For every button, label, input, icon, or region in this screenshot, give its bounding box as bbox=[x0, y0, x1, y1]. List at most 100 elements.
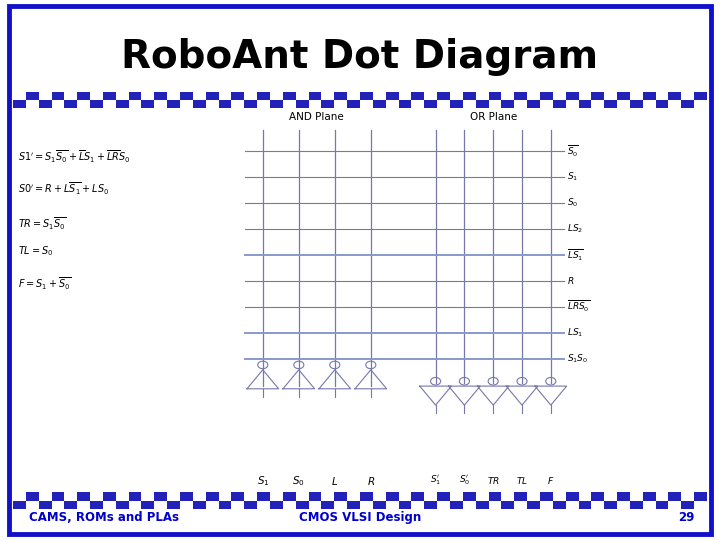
Bar bbox=[604, 501, 617, 509]
Bar bbox=[154, 492, 167, 501]
Bar bbox=[540, 501, 553, 509]
Bar bbox=[167, 92, 180, 100]
Bar bbox=[450, 501, 463, 509]
Bar bbox=[167, 501, 180, 509]
Bar bbox=[424, 92, 437, 100]
Bar bbox=[424, 492, 437, 501]
Bar bbox=[424, 100, 437, 108]
Bar bbox=[142, 501, 154, 509]
Bar bbox=[540, 100, 553, 108]
Text: CAMS, ROMs and PLAs: CAMS, ROMs and PLAs bbox=[29, 511, 179, 524]
Bar bbox=[231, 492, 244, 501]
Bar bbox=[424, 501, 437, 509]
Bar bbox=[681, 492, 694, 501]
Bar bbox=[129, 100, 142, 108]
Text: $\overline{LRS_0}$: $\overline{LRS_0}$ bbox=[567, 299, 590, 314]
Bar bbox=[219, 492, 231, 501]
Text: $R$: $R$ bbox=[567, 275, 574, 286]
Bar bbox=[630, 92, 643, 100]
Bar bbox=[39, 100, 52, 108]
Text: $TL = S_0$: $TL = S_0$ bbox=[18, 244, 53, 258]
Bar bbox=[668, 100, 681, 108]
Bar bbox=[296, 92, 309, 100]
Text: RoboAnt Dot Diagram: RoboAnt Dot Diagram bbox=[122, 38, 598, 76]
Bar bbox=[26, 501, 39, 509]
Text: $R$: $R$ bbox=[366, 475, 375, 487]
Bar bbox=[604, 492, 617, 501]
Bar bbox=[180, 501, 193, 509]
Bar bbox=[129, 501, 142, 509]
Bar bbox=[347, 92, 360, 100]
Bar bbox=[411, 492, 424, 501]
Text: $S_1'$: $S_1'$ bbox=[430, 474, 441, 488]
Bar bbox=[489, 501, 501, 509]
Bar bbox=[231, 100, 244, 108]
Bar bbox=[193, 92, 206, 100]
Text: $TR$: $TR$ bbox=[487, 475, 500, 486]
Bar bbox=[386, 492, 399, 501]
Bar bbox=[578, 492, 591, 501]
Bar bbox=[476, 100, 489, 108]
Bar bbox=[167, 492, 180, 501]
Bar bbox=[514, 492, 527, 501]
Bar bbox=[283, 492, 296, 501]
Bar bbox=[26, 92, 39, 100]
Bar bbox=[309, 92, 321, 100]
Bar bbox=[668, 92, 681, 100]
Bar bbox=[26, 492, 39, 501]
Bar bbox=[321, 92, 334, 100]
Bar bbox=[257, 501, 270, 509]
Bar bbox=[656, 100, 668, 108]
Bar bbox=[206, 100, 219, 108]
Bar bbox=[681, 501, 694, 509]
Bar bbox=[180, 492, 193, 501]
Bar bbox=[694, 100, 707, 108]
Text: $\overline{S_0}$: $\overline{S_0}$ bbox=[567, 144, 579, 159]
Bar bbox=[566, 100, 578, 108]
Bar bbox=[219, 501, 231, 509]
Bar bbox=[90, 501, 103, 509]
Bar bbox=[540, 492, 553, 501]
Text: $S_1$: $S_1$ bbox=[256, 474, 269, 488]
Text: $S_0'$: $S_0'$ bbox=[459, 474, 470, 488]
Bar bbox=[154, 501, 167, 509]
Bar bbox=[154, 100, 167, 108]
Bar bbox=[103, 92, 116, 100]
Bar bbox=[180, 92, 193, 100]
Bar bbox=[630, 492, 643, 501]
Text: AND Plane: AND Plane bbox=[289, 111, 344, 122]
Bar bbox=[129, 92, 142, 100]
Bar bbox=[643, 501, 656, 509]
Bar bbox=[64, 501, 77, 509]
Bar bbox=[334, 501, 347, 509]
Bar bbox=[244, 92, 257, 100]
Bar bbox=[489, 92, 501, 100]
Text: $\overline{LS_1}$: $\overline{LS_1}$ bbox=[567, 247, 584, 262]
Bar bbox=[90, 92, 103, 100]
Bar bbox=[103, 501, 116, 509]
Bar bbox=[514, 92, 527, 100]
Bar bbox=[553, 501, 566, 509]
Bar bbox=[463, 100, 476, 108]
Bar bbox=[553, 492, 566, 501]
Bar bbox=[386, 92, 399, 100]
Bar bbox=[476, 492, 489, 501]
Bar bbox=[373, 501, 386, 509]
Text: CMOS VLSI Design: CMOS VLSI Design bbox=[299, 511, 421, 524]
Bar bbox=[219, 100, 231, 108]
Text: $TR = S_1\overline{S_0}$: $TR = S_1\overline{S_0}$ bbox=[18, 216, 66, 232]
Bar bbox=[64, 492, 77, 501]
Bar bbox=[501, 100, 514, 108]
Bar bbox=[411, 92, 424, 100]
Bar bbox=[373, 492, 386, 501]
Bar bbox=[13, 100, 26, 108]
Bar bbox=[360, 92, 373, 100]
Bar bbox=[257, 100, 270, 108]
Text: $L$: $L$ bbox=[331, 475, 338, 487]
Bar bbox=[553, 92, 566, 100]
Bar bbox=[257, 492, 270, 501]
Bar bbox=[270, 501, 283, 509]
Bar bbox=[244, 100, 257, 108]
Bar bbox=[501, 501, 514, 509]
Bar bbox=[244, 501, 257, 509]
